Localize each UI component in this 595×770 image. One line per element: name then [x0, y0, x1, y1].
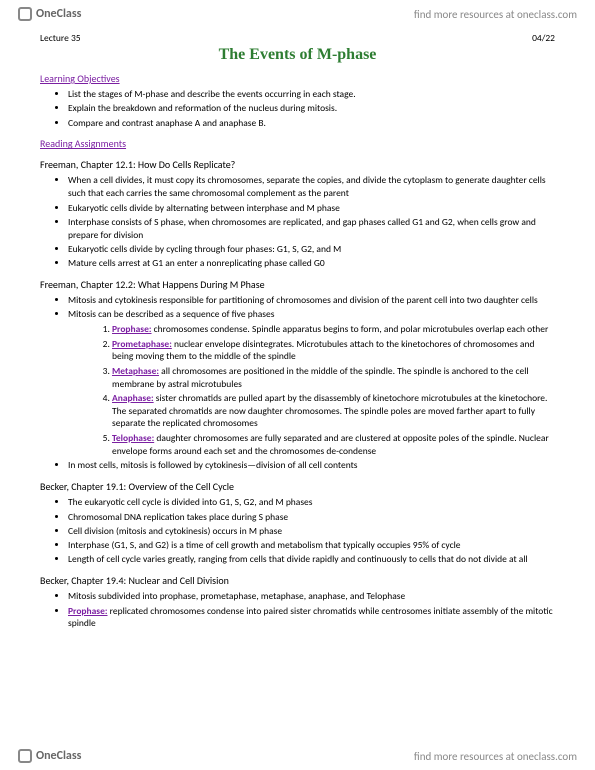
top-meta: Lecture 35 04/22 — [40, 32, 555, 44]
page-header: OneClass find more resources at oneclass… — [0, 0, 595, 28]
page-title: The Events of M-phase — [40, 46, 555, 64]
list-item: Compare and contrast anaphase A and anap… — [68, 117, 555, 130]
phase-desc: daughter chromosomes are fully separated… — [112, 432, 549, 457]
phase-desc: nuclear envelope disintegrates. Microtub… — [112, 338, 534, 363]
list-item: The eukaryotic cell cycle is divided int… — [68, 496, 555, 509]
document-content: Lecture 35 04/22 The Events of M-phase L… — [0, 28, 595, 630]
list-item: When a cell divides, it must copy its ch… — [68, 174, 555, 200]
chapter-header: Becker, Chapter 19.4: Nuclear and Cell D… — [40, 574, 555, 587]
list-item: List the stages of M-phase and describe … — [68, 88, 555, 101]
list-item: Mitosis can be described as a sequence o… — [68, 308, 555, 457]
phase-name: Metaphase: — [112, 365, 159, 377]
learning-objectives-header: Learning Objectives — [40, 72, 555, 85]
phase-name: Prometaphase: — [112, 338, 172, 350]
reading-assignments-header: Reading Assignments — [40, 137, 555, 150]
chapter-header: Freeman, Chapter 12.1: How Do Cells Repl… — [40, 158, 555, 171]
list-item: Length of cell cycle varies greatly, ran… — [68, 553, 555, 566]
list-item: Prophase: replicated chromosomes condens… — [68, 605, 555, 631]
phases-list: Prophase: chromosomes condense. Spindle … — [68, 323, 555, 457]
phase-item: Telophase: daughter chromosomes are full… — [112, 432, 555, 458]
brand-logo: OneClass — [18, 7, 81, 21]
list-item: Eukaryotic cells divide by cycling throu… — [68, 243, 555, 256]
phase-name: Anaphase: — [112, 392, 154, 404]
brand-name-footer: OneClass — [36, 749, 81, 763]
phases-intro: Mitosis can be described as a sequence o… — [68, 308, 274, 320]
footer-link[interactable]: find more resources at oneclass.com — [414, 750, 577, 763]
learning-objectives-list: List the stages of M-phase and describe … — [40, 88, 555, 129]
list-item: Mitosis and cytokinesis responsible for … — [68, 294, 555, 307]
list-item: Mature cells arrest at G1 an enter a non… — [68, 257, 555, 270]
phase-desc: replicated chromosomes condense into pai… — [68, 605, 553, 630]
list-item: In most cells, mitosis is followed by cy… — [68, 459, 555, 472]
chapter-list: Mitosis subdivided into prophase, promet… — [40, 590, 555, 630]
list-item: Chromosomal DNA replication takes place … — [68, 511, 555, 524]
brand-name: OneClass — [36, 7, 81, 21]
phase-item: Anaphase: sister chromatids are pulled a… — [112, 392, 555, 430]
phase-name: Prophase: — [112, 323, 152, 335]
phase-item: Prophase: chromosomes condense. Spindle … — [112, 323, 555, 336]
phase-desc: sister chromatids are pulled apart by th… — [112, 392, 547, 430]
list-item: Mitosis subdivided into prophase, promet… — [68, 590, 555, 603]
logo-icon — [18, 7, 32, 21]
date-label: 04/22 — [532, 32, 555, 44]
chapter-header: Becker, Chapter 19.1: Overview of the Ce… — [40, 480, 555, 493]
lecture-label: Lecture 35 — [40, 32, 81, 44]
page-footer: OneClass find more resources at oneclass… — [0, 742, 595, 770]
chapter-list: The eukaryotic cell cycle is divided int… — [40, 496, 555, 566]
phase-item: Prometaphase: nuclear envelope disintegr… — [112, 338, 555, 364]
phase-name: Prophase: — [68, 605, 108, 617]
chapter-header: Freeman, Chapter 12.2: What Happens Duri… — [40, 278, 555, 291]
logo-icon — [18, 749, 32, 763]
list-item: Eukaryotic cells divide by alternating b… — [68, 202, 555, 215]
chapter-list: When a cell divides, it must copy its ch… — [40, 174, 555, 270]
list-item: Cell division (mitosis and cytokinesis) … — [68, 525, 555, 538]
phase-desc: chromosomes condense. Spindle apparatus … — [152, 323, 549, 335]
chapter-list: Mitosis and cytokinesis responsible for … — [40, 294, 555, 472]
list-item: Explain the breakdown and reformation of… — [68, 102, 555, 115]
header-link[interactable]: find more resources at oneclass.com — [414, 8, 577, 21]
phase-item: Metaphase: all chromosomes are positione… — [112, 365, 555, 391]
phase-name: Telophase: — [112, 432, 154, 444]
phase-desc: all chromosomes are positioned in the mi… — [112, 365, 529, 390]
list-item: Interphase consists of S phase, when chr… — [68, 216, 555, 242]
list-item: Interphase (G1, S, and G2) is a time of … — [68, 539, 555, 552]
brand-logo-footer: OneClass — [18, 749, 81, 763]
